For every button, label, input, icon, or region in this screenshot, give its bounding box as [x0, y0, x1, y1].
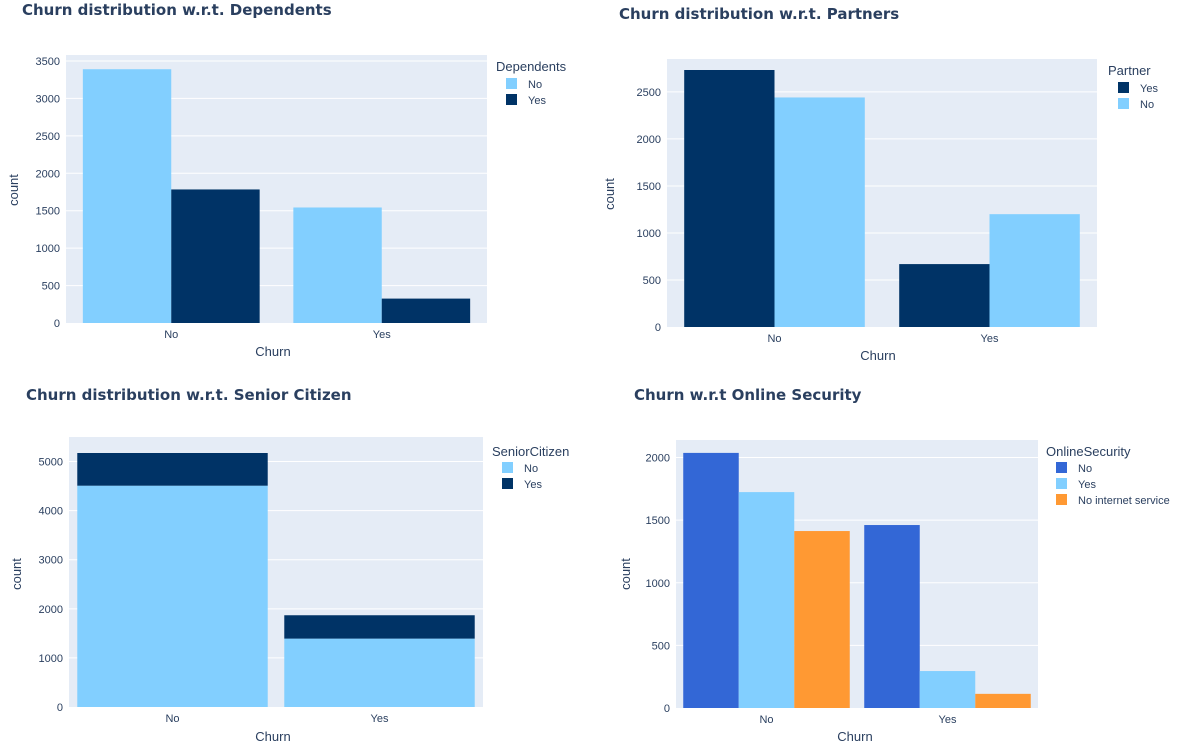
y-tick-label: 0 — [664, 703, 670, 715]
bar-no[interactable] — [284, 638, 475, 707]
bar-yes[interactable] — [919, 671, 976, 708]
y-tick-label: 2500 — [36, 131, 60, 143]
y-axis-label: count — [602, 178, 617, 210]
legend-item-label[interactable]: Yes — [528, 95, 546, 107]
legend-title: Dependents — [496, 59, 567, 74]
senior-citizen-chart: Churn distribution w.r.t. Senior Citizen… — [0, 372, 591, 745]
bar-no[interactable] — [774, 97, 865, 327]
bar-no-internet-service[interactable] — [794, 531, 850, 708]
bar-yes[interactable] — [77, 453, 268, 486]
x-axis-label: Churn — [860, 348, 895, 363]
legend-swatch[interactable] — [1118, 98, 1129, 109]
bar-yes[interactable] — [738, 492, 795, 708]
bar-yes[interactable] — [899, 264, 990, 327]
bar-yes[interactable] — [684, 70, 775, 327]
partners-chart-svg: Churn distribution w.r.t. Partners Churn… — [602, 5, 1158, 363]
x-tick-label: Yes — [939, 714, 957, 726]
y-tick-label: 3500 — [36, 56, 60, 68]
y-tick-label: 1000 — [646, 578, 670, 590]
partners-chart: Churn distribution w.r.t. Partners Churn… — [591, 0, 1182, 372]
bar-no[interactable] — [293, 207, 382, 323]
senior-citizen-chart-svg: Churn distribution w.r.t. Senior Citizen… — [9, 386, 569, 744]
legend-title: OnlineSecurity — [1046, 444, 1131, 459]
legend-swatch[interactable] — [502, 478, 513, 489]
y-tick-label: 1500 — [637, 181, 661, 193]
y-tick-label: 2000 — [36, 168, 60, 180]
bar-no[interactable] — [77, 485, 268, 707]
bar-no[interactable] — [864, 525, 920, 708]
x-tick-label: Yes — [371, 713, 389, 725]
y-tick-label: 3000 — [39, 555, 63, 567]
y-axis-label: count — [618, 558, 633, 590]
chart-title: Churn distribution w.r.t. Partners — [619, 5, 899, 23]
x-axis-label: Churn — [255, 344, 290, 359]
y-tick-label: 500 — [652, 640, 670, 652]
x-axis-label: Churn — [255, 729, 290, 744]
x-tick-label: No — [165, 713, 179, 725]
legend-item-label[interactable]: Yes — [524, 479, 542, 491]
chart-title: Churn w.r.t Online Security — [634, 386, 862, 404]
y-tick-label: 500 — [42, 281, 60, 293]
y-axis-label: count — [6, 174, 21, 206]
y-tick-label: 4000 — [39, 506, 63, 518]
legend-swatch[interactable] — [502, 462, 513, 473]
legend-swatch[interactable] — [1118, 82, 1129, 93]
legend-item-label[interactable]: No internet service — [1078, 495, 1170, 507]
legend-item-label[interactable]: No — [528, 79, 542, 91]
x-tick-label: No — [767, 333, 781, 345]
y-tick-label: 2000 — [39, 604, 63, 616]
online-security-chart-svg: Churn w.r.t Online Security Churn count … — [618, 386, 1170, 744]
legend-swatch[interactable] — [506, 78, 517, 89]
y-tick-label: 2500 — [637, 87, 661, 99]
legend-title: SeniorCitizen — [492, 444, 569, 459]
legend-item-label[interactable]: Yes — [1078, 479, 1096, 491]
x-tick-label: Yes — [981, 333, 999, 345]
legend-swatch[interactable] — [1056, 478, 1067, 489]
x-tick-label: No — [759, 714, 773, 726]
y-tick-label: 0 — [54, 318, 60, 330]
y-tick-label: 0 — [655, 322, 661, 334]
y-tick-label: 1500 — [36, 206, 60, 218]
bar-yes[interactable] — [381, 298, 471, 323]
legend-item-label[interactable]: No — [1078, 463, 1092, 475]
y-tick-label: 2000 — [646, 453, 670, 465]
y-tick-label: 500 — [643, 275, 661, 287]
bar-yes[interactable] — [284, 615, 475, 639]
bar-no[interactable] — [683, 452, 739, 708]
y-tick-label: 0 — [57, 702, 63, 714]
y-tick-label: 5000 — [39, 457, 63, 469]
bar-yes[interactable] — [171, 189, 260, 323]
chart-title: Churn distribution w.r.t. Senior Citizen — [26, 386, 352, 404]
x-tick-label: No — [164, 329, 178, 341]
y-tick-label: 1000 — [39, 653, 63, 665]
chart-title: Churn distribution w.r.t. Dependents — [22, 1, 332, 19]
legend-item-label[interactable]: No — [1140, 99, 1154, 111]
dependents-chart: Churn distribution w.r.t. Dependents Chu… — [0, 0, 591, 372]
dependents-chart-svg: Churn distribution w.r.t. Dependents Chu… — [6, 1, 567, 359]
bar-no[interactable] — [82, 69, 172, 323]
legend-swatch[interactable] — [1056, 462, 1067, 473]
y-tick-label: 2000 — [637, 134, 661, 146]
y-tick-label: 1500 — [646, 515, 670, 527]
bar-no-internet-service[interactable] — [975, 693, 1031, 708]
y-tick-label: 3000 — [36, 93, 60, 105]
legend-item-label[interactable]: No — [524, 463, 538, 475]
y-tick-label: 1000 — [36, 243, 60, 255]
x-axis-label: Churn — [837, 729, 872, 744]
x-tick-label: Yes — [373, 329, 391, 341]
legend-swatch[interactable] — [1056, 494, 1067, 505]
legend-swatch[interactable] — [506, 94, 517, 105]
bar-no[interactable] — [989, 214, 1080, 327]
y-axis-label: count — [9, 558, 24, 590]
online-security-chart: Churn w.r.t Online Security Churn count … — [591, 372, 1182, 745]
legend-item-label[interactable]: Yes — [1140, 83, 1158, 95]
y-tick-label: 1000 — [637, 228, 661, 240]
legend-title: Partner — [1108, 63, 1151, 78]
